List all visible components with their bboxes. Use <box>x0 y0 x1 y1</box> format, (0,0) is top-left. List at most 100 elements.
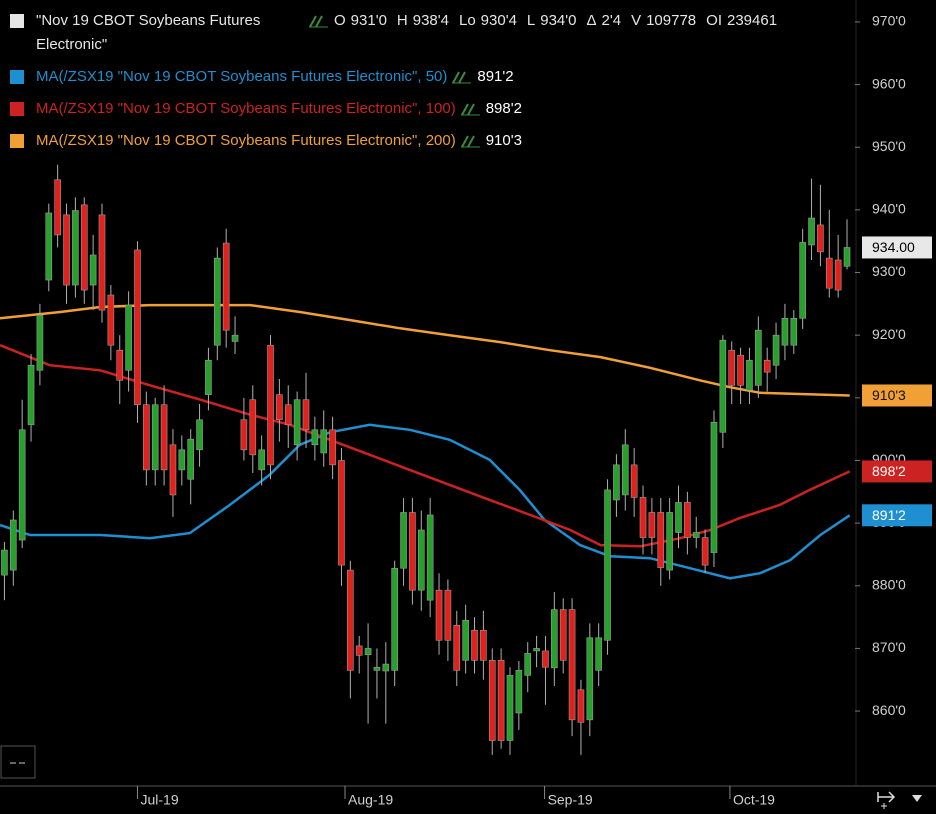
quote-value: 931'0 <box>350 12 387 29</box>
candle-body <box>755 329 762 386</box>
study-icon[interactable] <box>451 70 473 84</box>
legend-row: MA(/ZSX19 "Nov 19 CBOT Soybeans Futures … <box>10 129 850 153</box>
candle-body <box>551 609 558 669</box>
quote-item: Lo 930'4 <box>459 9 517 33</box>
y-tick-label: 960'0 <box>872 75 906 91</box>
candle-body <box>151 404 159 471</box>
quote-label: L <box>526 12 536 29</box>
candle-body <box>400 512 407 569</box>
candle-body <box>515 670 523 714</box>
x-tick-label: Oct-19 <box>733 792 775 808</box>
candle-body <box>586 637 594 721</box>
candle-body <box>89 254 97 286</box>
quote-item: OI 239461 <box>706 9 777 33</box>
candle-body <box>27 364 35 426</box>
quote-label: O <box>334 12 346 29</box>
candle-body <box>54 179 61 236</box>
quote-item: O 931'0 <box>334 9 387 33</box>
toggle-box[interactable] <box>0 745 36 779</box>
chart-title: "Nov 19 CBOT Soybeans Futures Electronic… <box>36 12 261 53</box>
candle-body <box>205 359 212 395</box>
study-icon[interactable] <box>460 102 482 116</box>
quote-value: 934'0 <box>540 12 577 29</box>
y-tick-label: 970'0 <box>872 13 906 29</box>
quote-value: 938'4 <box>412 12 449 29</box>
candle-body <box>613 464 620 501</box>
candle-body <box>710 421 718 553</box>
candle-body <box>338 460 345 566</box>
candle-body <box>577 689 585 723</box>
price-tag <box>862 504 932 527</box>
candle-body <box>666 512 673 571</box>
candle-body <box>692 532 700 538</box>
candle-body <box>249 399 257 456</box>
legend-header: "Nov 19 CBOT Soybeans Futures Electronic… <box>10 9 850 161</box>
y-tick-label: 950'0 <box>872 138 906 154</box>
price-tag-label: 891'2 <box>872 507 906 523</box>
candle-body <box>772 334 780 366</box>
legend-swatch <box>10 102 24 116</box>
candle-body <box>187 438 194 480</box>
candle-body <box>125 304 132 371</box>
quote-label: OI <box>706 12 722 29</box>
candle-body <box>462 619 469 661</box>
candle-body <box>426 514 434 601</box>
candle-body <box>240 419 248 451</box>
price-tag <box>862 384 932 407</box>
candle-body <box>719 339 727 433</box>
legend-value: 891'2 <box>477 68 514 85</box>
ma-line <box>0 423 851 580</box>
price-tag-label: 898'2 <box>872 463 906 479</box>
candle-body <box>648 512 656 538</box>
y-tick-label: 860'0 <box>872 702 906 718</box>
candle-body <box>276 394 283 421</box>
candle-body <box>790 317 798 346</box>
candle-body <box>639 497 647 538</box>
candle-body <box>444 589 452 641</box>
candle-body <box>746 359 753 391</box>
candle-body <box>781 317 789 346</box>
legend-swatch <box>10 134 24 148</box>
candle-body <box>604 489 611 641</box>
candle-body <box>657 512 665 568</box>
candle-body <box>701 537 709 566</box>
candle-body <box>763 359 771 373</box>
candle-body <box>80 204 88 291</box>
price-tag <box>862 236 932 259</box>
candle-body <box>488 660 496 741</box>
study-icon[interactable] <box>460 134 482 148</box>
candle-body <box>160 404 168 471</box>
candle-body <box>834 259 842 291</box>
candle-body <box>817 224 824 253</box>
candle-body <box>364 648 372 655</box>
candle-body <box>258 449 265 471</box>
candle-body <box>808 217 815 246</box>
candle-body <box>311 429 319 446</box>
candle-body <box>134 249 141 406</box>
candle-body <box>320 429 328 454</box>
candle-body <box>373 666 381 671</box>
quote-label: V <box>631 12 642 29</box>
candle-body <box>1 549 8 576</box>
candle-body <box>471 629 478 661</box>
candle-body <box>63 214 70 286</box>
legend-row: MA(/ZSX19 "Nov 19 CBOT Soybeans Futures … <box>10 97 850 121</box>
candle-body <box>169 444 177 496</box>
legend-row: MA(/ZSX19 "Nov 19 CBOT Soybeans Futures … <box>10 65 850 89</box>
quote-value: 109778 <box>646 12 697 29</box>
ma-line <box>0 344 851 548</box>
candle-body <box>621 444 629 496</box>
candle-body <box>737 354 744 386</box>
candle-body <box>728 349 736 386</box>
candle-body <box>595 637 602 671</box>
expand-icon[interactable] <box>877 791 896 809</box>
candle-body <box>480 629 487 661</box>
legend-name: MA(/ZSX19 "Nov 19 CBOT Soybeans Futures … <box>36 100 456 117</box>
study-icon[interactable] <box>308 14 330 28</box>
quote-item: L 934'0 <box>527 9 577 33</box>
quote-value: 2'4 <box>601 12 622 29</box>
dropdown-arrow[interactable] <box>912 795 922 802</box>
candle-body <box>843 247 851 267</box>
candle-body <box>293 399 301 446</box>
